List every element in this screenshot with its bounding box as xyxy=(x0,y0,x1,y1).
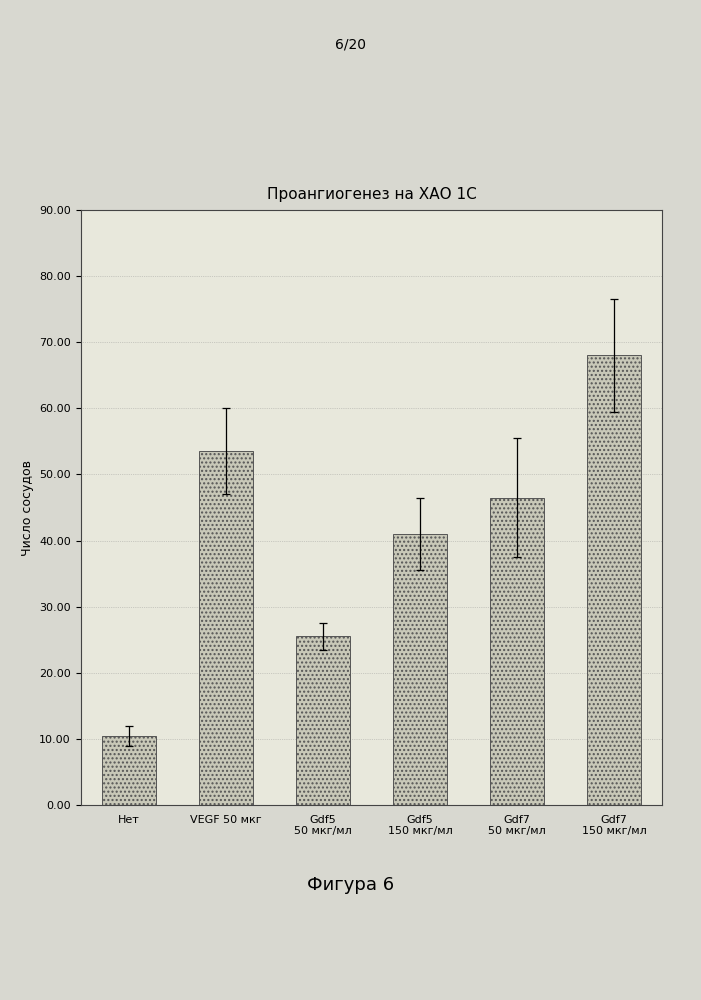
Bar xyxy=(393,534,447,805)
Bar xyxy=(199,451,253,805)
Y-axis label: Число сосудов: Число сосудов xyxy=(20,460,34,556)
Bar xyxy=(102,736,156,805)
Text: 6/20: 6/20 xyxy=(335,37,366,51)
Bar xyxy=(490,498,544,805)
Title: Проангиогенез на ХАО 1С: Проангиогенез на ХАО 1С xyxy=(266,187,477,202)
Text: Фигура 6: Фигура 6 xyxy=(307,876,394,894)
Bar xyxy=(297,636,350,805)
Bar xyxy=(587,355,641,805)
